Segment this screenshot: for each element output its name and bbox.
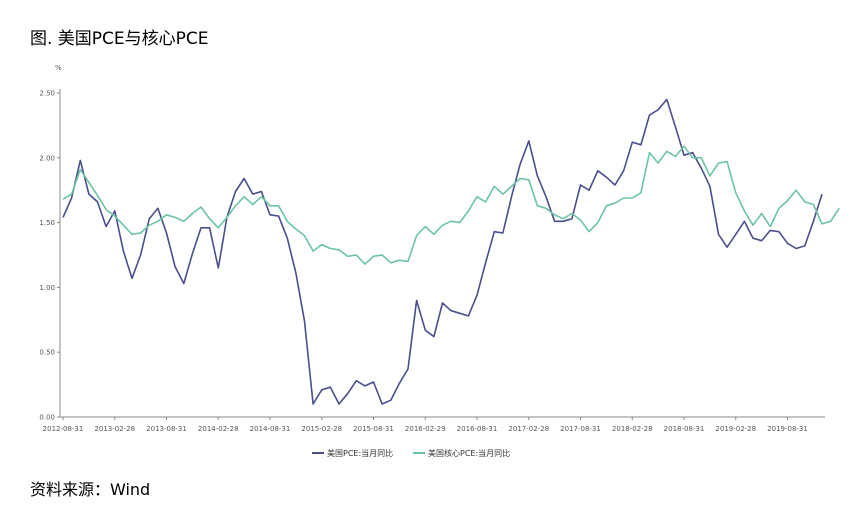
legend: 美国PCE:当月同比 美国核心PCE:当月同比 xyxy=(312,448,510,458)
series-line-core-pce xyxy=(62,145,840,265)
x-axis: 2012-08-31 2013-02-28 2013-08-31 2014-02-28… xyxy=(43,416,825,433)
x-tick-label: 2019-02-28 xyxy=(715,425,756,433)
y-tick-label: 1.00 xyxy=(39,284,55,292)
y-tick-label: 1.50 xyxy=(39,219,55,227)
x-tick-label: 2018-08-31 xyxy=(664,425,705,433)
series-line-pce xyxy=(62,98,823,405)
x-tick-label: 2019-08-31 xyxy=(767,425,808,433)
y-tick-label: 0.00 xyxy=(39,414,55,422)
legend-label-pce: 美国PCE:当月同比 xyxy=(327,448,393,458)
x-tick-label: 2016-02-29 xyxy=(405,425,446,433)
x-tick-label: 2017-08-31 xyxy=(560,425,601,433)
series-lines xyxy=(62,98,840,405)
x-tick-label: 2013-08-31 xyxy=(146,425,187,433)
source-note: 资料来源：Wind xyxy=(30,480,151,499)
page-title: 图. 美国PCE与核心PCE xyxy=(30,29,209,49)
x-tick-label: 2014-02-28 xyxy=(198,425,239,433)
x-tick-label: 2018-02-28 xyxy=(612,425,653,433)
y-tick-label: 2.50 xyxy=(39,90,55,98)
x-tick-label: 2014-08-31 xyxy=(250,425,291,433)
y-axis: 0.00 0.50 1.00 1.50 2.00 2.50 xyxy=(39,89,61,422)
x-tick-label: 2017-02-28 xyxy=(508,425,549,433)
legend-label-core-pce: 美国核心PCE:当月同比 xyxy=(428,448,510,458)
line-chart: % 0.000.501.001.502.002.50 2012-08-31 201… xyxy=(39,64,840,458)
y-tick-label: 0.50 xyxy=(39,349,55,357)
x-tick-label: 2015-08-31 xyxy=(353,425,394,433)
x-tick-label: 2012-08-31 xyxy=(43,425,84,433)
x-tick-label: 2013-02-28 xyxy=(94,425,135,433)
y-tick-label: 2.00 xyxy=(39,154,55,162)
y-unit-label: % xyxy=(55,64,62,72)
x-tick-label: 2016-08-31 xyxy=(457,425,498,433)
x-tick-label: 2015-02-28 xyxy=(301,425,342,433)
